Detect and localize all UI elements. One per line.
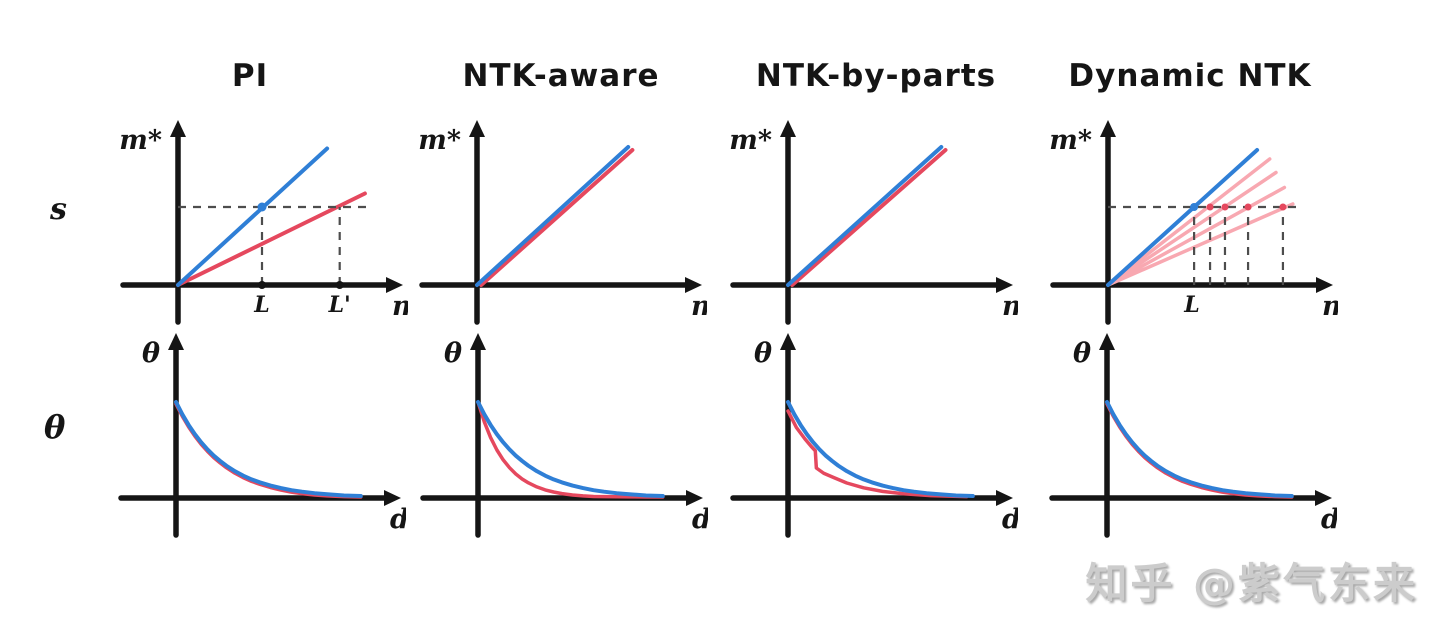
x-axis-label: d [692,504,708,535]
column-title-dynamic-ntk: Dynamic NTK [1068,58,1312,94]
series-interpolated-red [479,148,635,287]
chart-dynamic-ntk-bottom: θd [1027,328,1340,543]
chart-ntk-by-parts-bottom: θd [708,328,1021,543]
y-axis-arrow-icon [469,120,485,137]
series-original-blue [1106,148,1260,287]
x-axis-arrow-icon [1316,277,1333,293]
marker-dot [1190,203,1199,211]
series-theta-blue [476,400,665,499]
x-axis-label: d [1002,504,1018,535]
y-axis-label: θ [754,338,772,369]
x-axis-label: m [1322,291,1338,322]
x-tick-label: L [253,292,269,318]
y-axis-label: m* [418,125,461,156]
series-dynamic-step-4 [1106,202,1295,287]
x-axis-arrow-icon [996,277,1013,293]
y-axis-label: m* [729,125,772,156]
chart-dynamic-ntk-top: Lm* m [1028,115,1351,330]
chart-svg-dynamic-ntk-bottom: θd [1049,333,1340,538]
row-label-scale-s: s [50,192,67,227]
y-axis-arrow-icon [168,333,184,350]
x-axis-label: m [1002,291,1018,322]
y-axis-arrow-icon [1099,333,1115,350]
series-theta-blue [1105,400,1294,499]
y-axis-arrow-icon [780,333,796,350]
column-title-pi: PI [231,58,269,94]
x-axis-arrow-icon [686,490,703,506]
chart-svg-ntk-aware-top: m* m [418,120,720,325]
y-axis-label: θ [444,338,462,369]
x-axis-arrow-icon [386,277,403,293]
series-interpolated-red [176,191,367,287]
column-title-ntk-aware: NTK-aware [462,58,660,94]
y-axis-label: m* [119,125,162,156]
y-axis-arrow-icon [780,120,796,137]
series-interpolated-red [790,148,948,287]
marker-dot [335,281,344,289]
zhihu-watermark: 知乎 @紫气东来 [1085,559,1418,608]
series-dynamic-step-1 [1106,157,1272,287]
marker-dot [258,281,266,289]
y-axis-label: θ [142,338,160,369]
marker-dot [1206,203,1214,211]
series-original-blue [475,145,631,287]
series-original-blue [176,146,330,287]
x-axis-arrow-icon [996,490,1013,506]
chart-ntk-aware-top: m* m [397,115,720,330]
chart-svg-ntk-aware-bottom: θd [420,333,711,538]
x-axis-arrow-icon [384,490,401,506]
y-axis-arrow-icon [470,333,486,350]
y-axis-label: θ [1073,338,1091,369]
marker-dot [1279,203,1287,211]
series-theta-red-stepped [786,409,969,499]
y-axis-label: m* [1049,125,1092,156]
series-original-blue [786,145,944,287]
chart-ntk-by-parts-top: m* m [708,115,1031,330]
y-axis-arrow-icon [1100,120,1116,137]
row-label-theta: θ [44,408,66,446]
chart-pi-bottom: θd [96,328,409,543]
y-axis-arrow-icon [170,120,186,137]
x-tick-label: L' [328,292,351,318]
chart-svg-pi-top: LL'm*m [119,120,421,325]
chart-svg-ntk-by-parts-bottom: θd [730,333,1021,538]
marker-dot [1244,203,1252,211]
marker-dot [257,202,267,212]
chart-svg-ntk-by-parts-top: m* m [729,120,1031,325]
x-axis-label: d [1321,504,1337,535]
x-axis-label: m [691,291,707,322]
series-theta-blue [174,400,363,499]
series-theta-blue [786,400,975,499]
series-dynamic-step-3 [1106,185,1287,287]
chart-svg-pi-bottom: θd [118,333,409,538]
chart-svg-dynamic-ntk-top: Lm* m [1049,120,1351,325]
column-title-ntk-by-parts: NTK-by-parts [755,58,997,94]
series-dynamic-step-2 [1106,170,1278,287]
x-axis-arrow-icon [685,277,702,293]
x-axis-label: d [390,504,406,535]
marker-dot [1221,203,1229,211]
series-theta-red [476,400,665,499]
chart-ntk-aware-bottom: θd [398,328,711,543]
x-tick-label: L [1183,292,1199,318]
x-axis-arrow-icon [1315,490,1332,506]
chart-pi-top: LL'm*m [98,115,421,330]
